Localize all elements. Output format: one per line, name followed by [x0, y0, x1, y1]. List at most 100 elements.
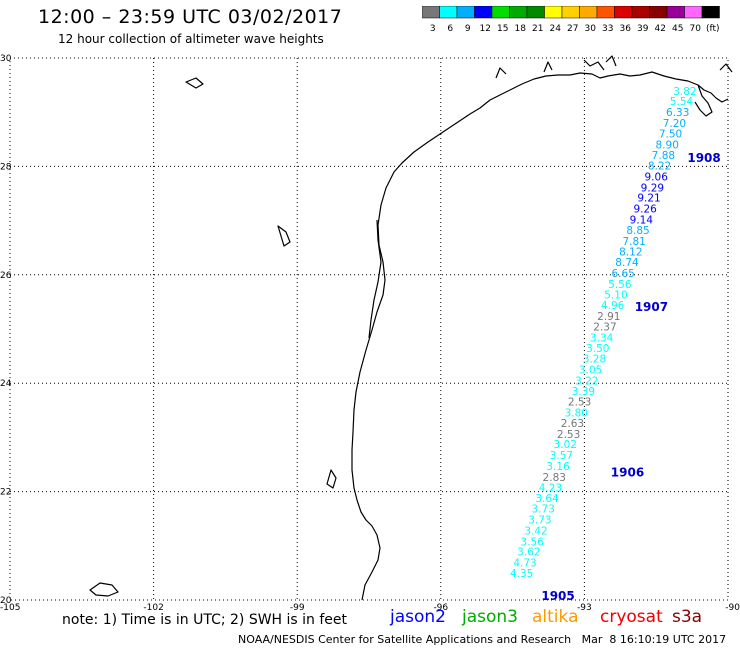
legend-label: 3 [430, 24, 436, 34]
lat-tick-label: 22 [0, 488, 11, 498]
gulf-coastline [351, 71, 729, 601]
island-small-2 [277, 225, 291, 247]
wave-height-value: 6.65 [611, 268, 634, 280]
lon-tick-label: -90 [725, 603, 740, 613]
legend-label: 24 [550, 24, 562, 34]
lon-tick-label: -105 [0, 603, 20, 613]
wave-height-value: 5.54 [670, 96, 694, 108]
legend-swatch [701, 6, 720, 19]
pass-hour-label: 1908 [687, 151, 720, 165]
legend-label: 36 [620, 24, 632, 34]
legend-label: 9 [465, 24, 471, 34]
wave-height-value: 9.21 [637, 193, 660, 205]
lon-tick-label: -102 [143, 603, 163, 613]
lat-tick-label: 26 [0, 271, 12, 281]
wave-height-value: 2.83 [543, 472, 566, 484]
wave-height-value: 3.05 [579, 364, 602, 376]
wave-height-value: 8.22 [648, 161, 671, 173]
wave-height-value: 2.63 [561, 418, 584, 430]
altimeter-track: 3.825.546.337.207.508.907.888.229.069.29… [510, 86, 697, 580]
wave-height-value: 3.50 [586, 343, 609, 355]
wave-height-value: 3.57 [550, 450, 573, 462]
pass-hour-label: 1905 [541, 589, 574, 603]
credit-line: NOAA/NESDIS Center for Satellite Applica… [238, 633, 727, 646]
lon-tick-label: -93 [577, 603, 592, 613]
wave-height-value: 4.96 [601, 300, 625, 312]
legend-label: 42 [655, 24, 666, 34]
legend-label: 6 [447, 24, 453, 34]
pass-hour-label: 1906 [611, 465, 644, 479]
map-title: 12:00 – 23:59 UTC 03/02/2017 [38, 6, 343, 28]
wave-height-value: 3.02 [554, 439, 577, 451]
wave-height-value: 3.39 [572, 386, 595, 398]
island-small-3 [326, 469, 337, 489]
wave-height-value: 2.37 [593, 322, 616, 334]
wave-height-value: 3.73 [532, 504, 555, 516]
legend-label: 45 [672, 24, 683, 34]
legend-label: 33 [602, 24, 613, 34]
pass-hour-labels: 1908 1907 1906 1905 [541, 151, 720, 603]
wave-height-value: 3.22 [575, 375, 598, 387]
wave-height-color-legend: 3 6 9 12 15 18 21 24 27 30 33 36 39 42 45 70 (ft) [422, 6, 720, 34]
wave-height-value: 3.82 [673, 86, 696, 98]
lat-tick-label: 28 [0, 162, 12, 172]
island-small-1 [185, 77, 204, 89]
wave-height-value: 8.90 [656, 140, 679, 152]
wave-height-value: 3.62 [517, 547, 540, 559]
wave-height-value: 9.14 [630, 214, 654, 226]
coastline [89, 55, 733, 601]
wave-height-value: 3.34 [590, 332, 614, 344]
pass-hour-label: 1907 [635, 300, 668, 314]
wave-height-value: 7.50 [659, 129, 682, 141]
legend-s3a: s3a [672, 607, 703, 627]
wave-height-value: 3.16 [546, 461, 570, 473]
wave-height-value: 9.26 [633, 203, 657, 215]
lat-tick-label: 30 [0, 54, 12, 64]
wave-height-value: 9.06 [645, 171, 669, 183]
legend-altika: altika [532, 607, 579, 627]
wave-height-value: 9.29 [641, 182, 664, 194]
wave-height-value: 4.23 [539, 483, 562, 495]
axis-labels: 30 28 26 24 22 20-105 -102 -99 -96 -93 -90 [0, 54, 740, 613]
wave-height-value: 7.81 [622, 236, 645, 248]
wave-height-value: 3.42 [524, 525, 547, 537]
mississippi-delta [694, 84, 713, 117]
yucatan-coast-fragment [89, 582, 119, 597]
wave-height-value: 7.20 [663, 118, 686, 130]
legend-cryosat: cryosat [600, 607, 663, 627]
legend-label: 27 [567, 24, 578, 34]
louisiana-bays [495, 55, 733, 79]
legend-label: 18 [515, 24, 527, 34]
wave-height-value: 2.91 [597, 311, 620, 323]
lon-tick-label: -99 [290, 603, 305, 613]
wave-height-value: 7.88 [652, 150, 675, 162]
wave-height-value: 6.33 [666, 107, 689, 119]
wave-height-value: 3.73 [528, 515, 551, 527]
legend-label: 39 [637, 24, 649, 34]
lat-tick-label: 24 [0, 379, 12, 389]
legend-label: 15 [497, 24, 508, 34]
wave-height-value: 4.35 [510, 568, 533, 580]
legend-label: 30 [585, 24, 597, 34]
map-frame [9, 57, 729, 601]
wave-height-value: 3.80 [565, 407, 588, 419]
texas-barrier-island [368, 219, 382, 339]
wave-height-value: 2.53 [568, 396, 591, 408]
lon-tick-label: -96 [433, 603, 448, 613]
legend-label: 12 [480, 24, 491, 34]
legend-jason2: jason2 [390, 607, 446, 627]
wave-height-value: 2.53 [557, 429, 580, 441]
legend-label: 21 [532, 24, 543, 34]
lat-tick-label: 20 [0, 596, 12, 606]
wave-height-value: 3.64 [535, 493, 559, 505]
wave-height-value: 8.12 [619, 246, 642, 258]
wave-height-value: 8.85 [626, 225, 649, 237]
wave-height-value: 3.56 [521, 536, 545, 548]
wave-height-value: 3.28 [583, 354, 606, 366]
legend-label: 70 [690, 24, 702, 34]
wave-height-value: 5.10 [604, 290, 627, 302]
wave-height-value: 4.73 [513, 557, 536, 569]
wave-height-value: 5.56 [608, 279, 632, 291]
map-subtitle: 12 hour collection of altimeter wave hei… [58, 32, 324, 46]
